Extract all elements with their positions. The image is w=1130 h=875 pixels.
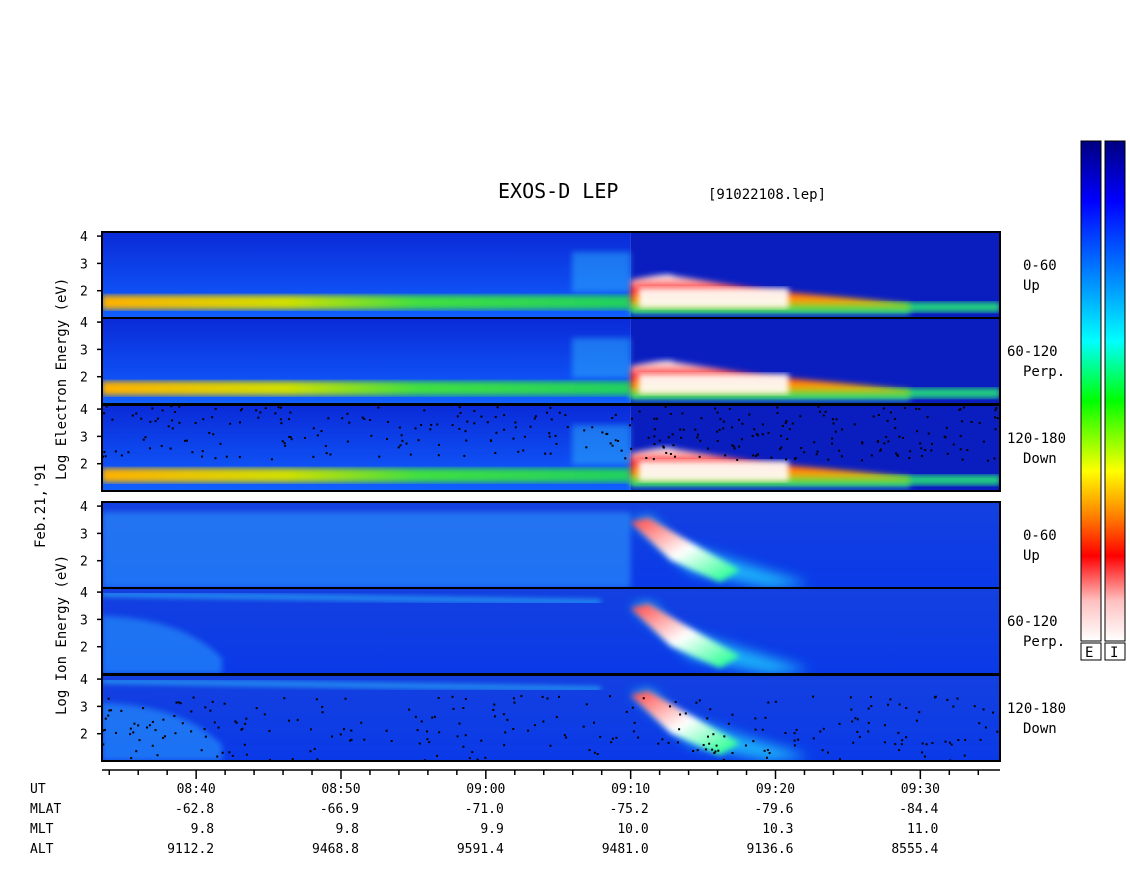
panel-direction-label: Up [1023, 278, 1040, 294]
row-label: ALT [30, 842, 54, 857]
y-tick-label: 2 [80, 458, 88, 473]
ephemeris-value: -62.8 [175, 802, 214, 817]
ephemeris-value: -75.2 [610, 802, 649, 817]
panel-labels: 0-60 Up 60-120 Perp. 120-180 Down 0-60 Up 60-120… [1007, 258, 1066, 737]
panel-direction-label: Down [1023, 721, 1057, 737]
ephemeris-value: 10.0 [617, 822, 648, 837]
panel-angle-label: 0-60 [1023, 258, 1057, 274]
y-tick-label: 3 [80, 257, 88, 272]
electron-y-axis-label: Log Electron Energy (eV) [54, 278, 70, 480]
ephemeris-value: 9136.6 [747, 842, 794, 857]
panel-ion-perp: 4 3 2 [80, 586, 1001, 675]
row-label: MLAT [30, 802, 61, 817]
ephemeris-value: 9468.8 [312, 842, 359, 857]
x-tick-label: 09:20 [756, 782, 795, 797]
panel-ion-down: 4 3 2 [80, 673, 1001, 762]
ephemeris-value: 9481.0 [602, 842, 649, 857]
panel-direction-label: Up [1023, 548, 1040, 564]
y-tick-label: 4 [80, 673, 88, 688]
ephemeris-value: 9112.2 [167, 842, 214, 857]
ephemeris-value: -79.6 [754, 802, 793, 817]
y-tick-label: 3 [80, 343, 88, 358]
panel-electron-down: 4 3 2 [80, 403, 1001, 492]
x-tick-label: 09:00 [466, 782, 505, 797]
panel-angle-label: 120-180 [1007, 701, 1066, 717]
panel-frame [101, 404, 1001, 492]
y-tick-label: 3 [80, 700, 88, 715]
spectrogram-panels: 4 3 2 4 3 2 4 3 2 4 3 2 4 3 2 4 3 2 [80, 230, 1001, 762]
colorbars: E I [1080, 140, 1126, 661]
panel-angle-label: 60-120 [1007, 614, 1058, 630]
panel-direction-label: Down [1023, 451, 1057, 467]
ephemeris-value: 11.0 [907, 822, 938, 837]
ion-colorbar [1104, 140, 1126, 642]
y-tick-label: 2 [80, 555, 88, 570]
y-tick-label: 4 [80, 500, 88, 515]
x-tick-label: 08:50 [321, 782, 360, 797]
row-label: MLT [30, 822, 54, 837]
electron-colorbar [1080, 140, 1102, 642]
panel-angle-label: 120-180 [1007, 431, 1066, 447]
panel-angle-label: 60-120 [1007, 344, 1058, 360]
y-tick-label: 2 [80, 285, 88, 300]
y-tick-label: 4 [80, 403, 88, 418]
x-tick-label: 09:30 [901, 782, 940, 797]
panel-direction-label: Perp. [1023, 634, 1065, 650]
y-tick-label: 3 [80, 613, 88, 628]
ephemeris-value: 8555.4 [891, 842, 938, 857]
y-tick-label: 4 [80, 230, 88, 245]
ion-y-axis-label: Log Ion Energy (eV) [54, 555, 70, 715]
y-tick-label: 2 [80, 371, 88, 386]
x-tick-label: 09:10 [611, 782, 650, 797]
y-tick-label: 2 [80, 641, 88, 656]
ephemeris-value: 9.9 [480, 822, 503, 837]
ephemeris-value: -66.9 [320, 802, 359, 817]
y-tick-label: 4 [80, 316, 88, 331]
ephemeris-value: 10.3 [762, 822, 793, 837]
row-label: UT [30, 782, 46, 797]
ion-colorbar-label: I [1110, 645, 1118, 661]
x-tick-label: 08:40 [177, 782, 216, 797]
panel-frame [101, 674, 1001, 762]
ephemeris-value: -84.4 [899, 802, 938, 817]
file-label: [91022108.lep] [708, 187, 826, 203]
panel-electron-up: 4 3 2 [80, 230, 1001, 319]
ephemeris-table: UT 08:40 08:50 09:00 09:10 09:20 09:30 MLAT -62.… [30, 782, 940, 857]
y-tick-label: 4 [80, 586, 88, 601]
ephemeris-value: -71.0 [465, 802, 504, 817]
ephemeris-value: 9591.4 [457, 842, 504, 857]
chart-title: EXOS-D LEP [498, 179, 618, 203]
x-axis [102, 769, 1000, 779]
y-tick-label: 3 [80, 430, 88, 445]
ephemeris-value: 9.8 [335, 822, 358, 837]
y-tick-label: 3 [80, 527, 88, 542]
panel-direction-label: Perp. [1023, 364, 1065, 380]
date-label: Feb.21,'91 [33, 464, 49, 548]
panel-ion-up: 4 3 2 [80, 500, 1001, 589]
y-tick-label: 2 [80, 728, 88, 743]
ephemeris-value: 9.8 [191, 822, 214, 837]
electron-colorbar-label: E [1085, 645, 1093, 661]
panel-angle-label: 0-60 [1023, 528, 1057, 544]
panel-electron-perp: 4 3 2 [80, 316, 1001, 405]
